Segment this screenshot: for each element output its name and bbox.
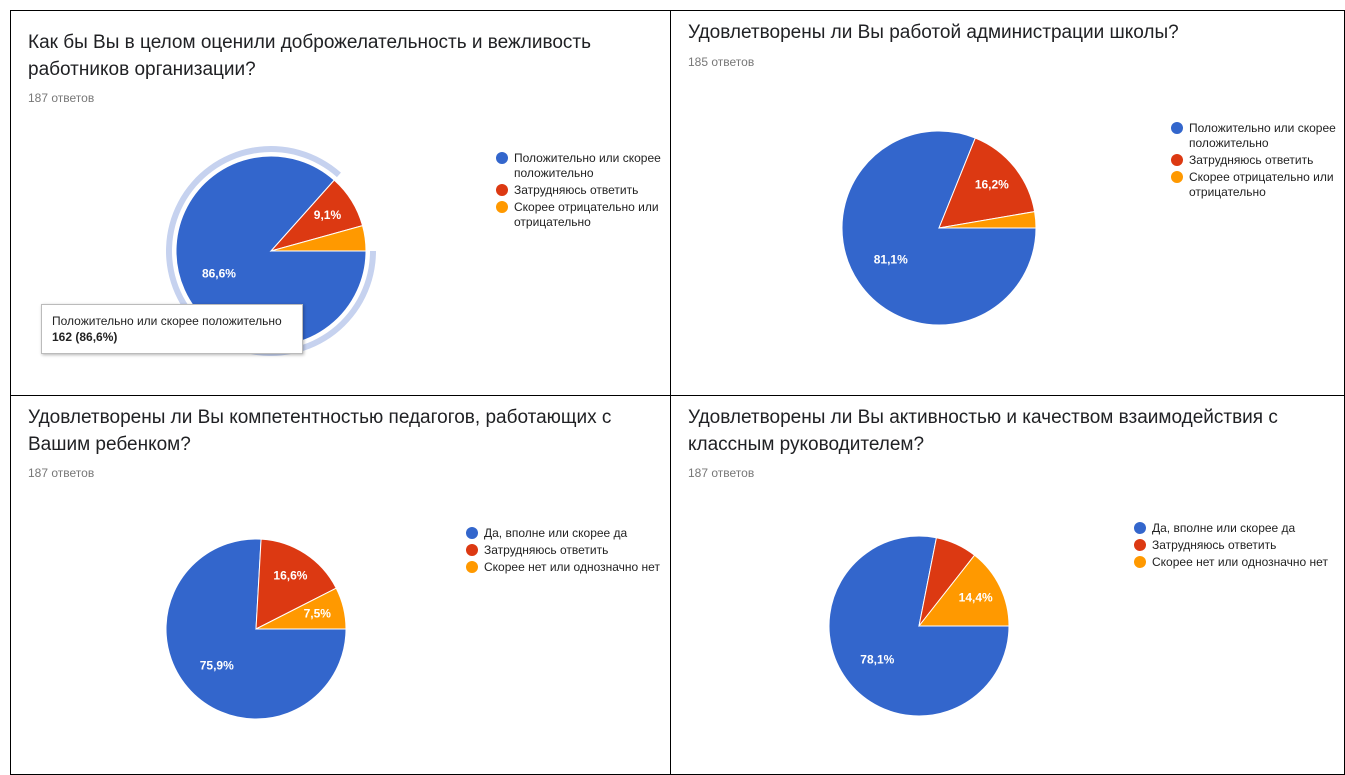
legend-label: Скорее отрицательно или отрицательно xyxy=(514,200,659,229)
pie-slice xyxy=(255,538,337,630)
chart-title: Удовлетворены ли Вы работой администраци… xyxy=(688,22,1179,43)
legend: Положительно или скорее положительно Затр… xyxy=(1171,121,1344,202)
slice-label: 75,9% xyxy=(200,658,234,672)
slice-label: 16,2% xyxy=(975,178,1009,192)
pie-chart: 86,6% 9,1% xyxy=(166,146,376,357)
legend: Положительно или скорее положительно Затр… xyxy=(496,151,670,232)
legend-dot xyxy=(466,561,478,573)
pie-chart: 75,9% 16,6% 7,5% xyxy=(165,538,347,720)
legend-label: Да, вполне или скорее да xyxy=(484,526,628,540)
legend-label: Скорее отрицательно или отрицательно xyxy=(1189,170,1334,199)
legend-item: Затрудняюсь ответить xyxy=(1134,538,1334,553)
legend: Да, вполне или скорее да Затрудняюсь отве… xyxy=(466,526,666,577)
chart-subtitle: 187 ответов xyxy=(688,466,755,480)
legend-label: Затрудняюсь ответить xyxy=(1189,153,1314,167)
legend-label: Затрудняюсь ответить xyxy=(1152,538,1277,552)
legend-dot xyxy=(1171,154,1183,166)
legend-label: Положительно или скорее положительно xyxy=(1189,121,1336,150)
legend-dot xyxy=(466,527,478,539)
legend-dot xyxy=(496,201,508,213)
legend-label: Затрудняюсь ответить xyxy=(514,183,639,197)
chart-panel: Удовлетворены ли Вы работой администраци… xyxy=(670,10,1345,396)
chart-subtitle: 185 ответов xyxy=(688,55,755,69)
legend: Да, вполне или скорее да Затрудняюсь отве… xyxy=(1134,521,1334,572)
slice-label: 16,6% xyxy=(273,568,307,582)
legend-item: Положительно или скорее положительно xyxy=(496,151,670,181)
pie-chart: 78,1% 14,4% xyxy=(828,535,1010,717)
legend-dot xyxy=(496,184,508,196)
slice-label: 86,6% xyxy=(202,266,236,280)
legend-item: Затрудняюсь ответить xyxy=(1171,153,1344,168)
pie-slice xyxy=(938,211,1037,229)
chart-title: Как бы Вы в целом оценили доброжелательн… xyxy=(28,32,591,80)
pie-slice xyxy=(270,225,367,252)
legend-item: Затрудняюсь ответить xyxy=(466,543,666,558)
legend-dot xyxy=(1134,522,1146,534)
chart-title: Удовлетворены ли Вы активностью и качест… xyxy=(688,407,1278,455)
chart-subtitle: 187 ответов xyxy=(28,466,95,480)
legend-item: Да, вполне или скорее да xyxy=(466,526,666,541)
legend-dot xyxy=(1134,556,1146,568)
chart-panel: Удовлетворены ли Вы компетентностью педа… xyxy=(10,395,671,775)
legend-dot xyxy=(1171,171,1183,183)
legend-dot xyxy=(466,544,478,556)
pie-chart: 81,1% 16,2% xyxy=(841,130,1037,326)
legend-item: Положительно или скорее положительно xyxy=(1171,121,1344,151)
legend-item: Скорее нет или однозначно нет xyxy=(1134,555,1334,570)
slice-label: 78,1% xyxy=(860,652,894,666)
chart-panel: Удовлетворены ли Вы активностью и качест… xyxy=(670,395,1345,775)
pie-slice xyxy=(917,554,1010,627)
legend-label: Да, вполне или скорее да xyxy=(1152,521,1296,535)
tooltip-text: 162 (86,6%) xyxy=(52,330,118,344)
legend-dot xyxy=(1171,122,1183,134)
pie-slice xyxy=(938,137,1036,229)
legend-item: Да, вполне или скорее да xyxy=(1134,521,1334,536)
slice-label: 9,1% xyxy=(314,208,342,222)
legend-label: Положительно или скорее положительно xyxy=(514,151,661,180)
slice-label: 81,1% xyxy=(874,253,908,267)
chart-subtitle: 187 ответов xyxy=(28,91,95,105)
legend-item: Затрудняюсь ответить xyxy=(496,183,670,198)
legend-label: Скорее нет или однозначно нет xyxy=(1152,555,1328,569)
legend-dot xyxy=(1134,539,1146,551)
chart-title: Удовлетворены ли Вы компетентностью педа… xyxy=(28,407,612,455)
legend-item: Скорее отрицательно или отрицательно xyxy=(1171,170,1344,200)
slice-label: 14,4% xyxy=(959,591,993,605)
chart-panel: Как бы Вы в целом оценили доброжелательн… xyxy=(10,10,671,396)
slice-label: 7,5% xyxy=(304,606,332,620)
tooltip: Положительно или скорее положительно 162 … xyxy=(41,304,303,354)
legend-item: Скорее отрицательно или отрицательно xyxy=(496,200,670,230)
tooltip-title: Положительно или скорее положительно xyxy=(52,314,282,328)
legend-item: Скорее нет или однозначно нет xyxy=(466,560,666,575)
legend-dot xyxy=(496,152,508,164)
pie-slice xyxy=(255,587,347,630)
legend-label: Затрудняюсь ответить xyxy=(484,543,609,557)
legend-label: Скорее нет или однозначно нет xyxy=(484,560,660,574)
